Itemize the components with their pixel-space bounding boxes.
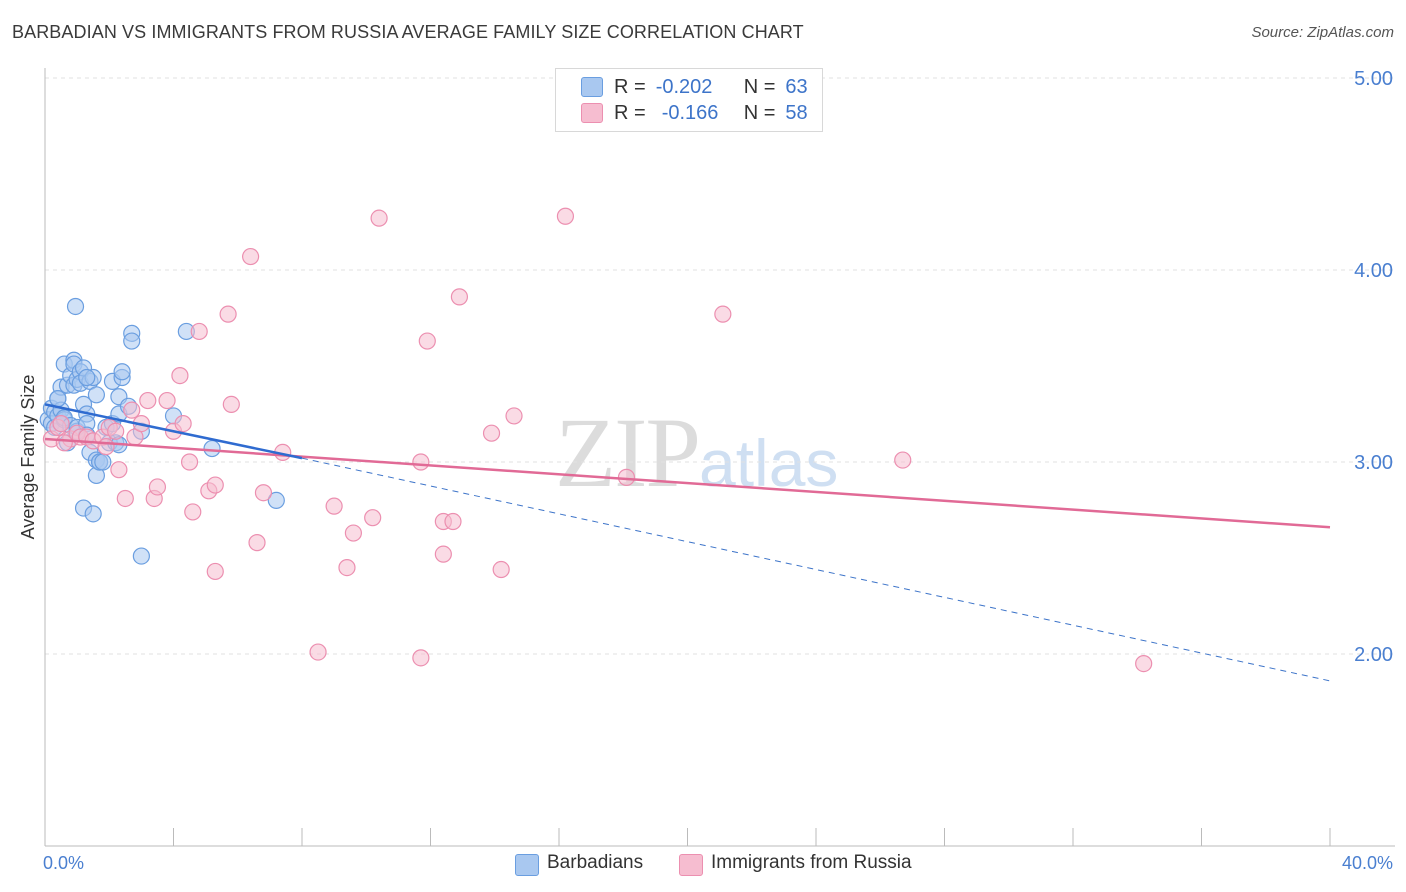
trend-lines (44, 403, 1331, 682)
y-tick-label: 4.00 (1354, 260, 1393, 282)
legend-r-value: -0.166 (661, 101, 719, 124)
legend-r-label: R = (614, 75, 646, 98)
data-point (206, 476, 224, 494)
data-point (482, 424, 501, 442)
trend-line-immigrants-from-russia (44, 437, 1331, 529)
data-point (248, 534, 266, 552)
data-point (309, 643, 327, 661)
legend-swatch-barbadians (515, 854, 539, 876)
data-point (78, 368, 96, 387)
y-tick-label: 5.00 (1354, 68, 1393, 90)
legend-label-immigrants-from-russia: Immigrants from Russia (711, 852, 912, 873)
data-point (158, 391, 176, 410)
data-point (450, 288, 469, 306)
data-point (87, 386, 106, 404)
data-point (412, 649, 430, 667)
data-point (338, 558, 356, 577)
data-point (894, 451, 912, 469)
legend-row-barbadians: R = -0.202 N = 63 (581, 74, 808, 100)
legend-r-label: R = (614, 101, 646, 124)
y-axis-label: Average Family Size (18, 375, 38, 540)
data-point (242, 247, 260, 266)
data-point (116, 489, 134, 508)
data-point (66, 297, 85, 316)
data-point (52, 415, 70, 433)
data-point (180, 453, 199, 471)
data-point (492, 560, 510, 579)
data-point (107, 422, 125, 440)
correlation-legend: R = -0.202 N = 63 R = -0.166 N = 58 (555, 68, 823, 132)
legend-label-barbadians: Barbadians (547, 852, 644, 873)
data-point (364, 509, 382, 527)
data-point (325, 497, 343, 515)
data-point (206, 562, 224, 581)
series-immigrants-from-russia (42, 207, 1153, 673)
legend-n-label: N = (743, 75, 776, 98)
data-point (55, 434, 73, 452)
data-point (267, 491, 285, 509)
data-point (203, 439, 221, 458)
data-point (113, 363, 131, 381)
data-point (139, 391, 157, 410)
data-point (505, 407, 523, 425)
y-tick-label: 3.00 (1354, 452, 1393, 474)
data-point (123, 401, 141, 419)
trend-line-barbadians (44, 403, 303, 460)
source-label: Source: ZipAtlas.com (1251, 24, 1394, 41)
legend-swatch-immigrants-from-russia (679, 854, 703, 876)
data-point (97, 438, 115, 456)
grid-lines (45, 77, 1395, 655)
data-point (171, 367, 189, 385)
data-point (444, 512, 462, 531)
data-point (370, 209, 388, 227)
data-point (84, 505, 102, 523)
data-point (556, 207, 575, 225)
x-tick-label: 0.0% (43, 853, 84, 873)
legend-n-value: 58 (785, 101, 808, 124)
x-tick-label: 40.0% (1342, 853, 1393, 873)
axis-labels: 2.00 3.00 4.00 5.00 0.0% 40.0% Average Family … (18, 68, 1393, 873)
data-point (434, 545, 452, 563)
legend-swatch-immigrants-from-russia (581, 103, 603, 123)
legend-r-value: -0.202 (655, 75, 713, 98)
data-point (714, 305, 732, 323)
axes (44, 68, 1395, 847)
watermark-zip: ZIP (555, 397, 701, 508)
data-point (344, 524, 362, 542)
data-point (132, 547, 150, 565)
data-point (94, 453, 112, 471)
data-point (190, 322, 208, 341)
legend-row-immigrants-from-russia: R = -0.166 N = 58 (581, 100, 808, 126)
data-point (418, 332, 436, 350)
data-point (254, 484, 273, 502)
legend-n-value: 63 (785, 75, 808, 98)
data-point (184, 503, 202, 521)
data-point (1135, 654, 1153, 673)
data-point (174, 415, 192, 433)
watermark: ZIPatlas (555, 395, 838, 510)
data-point (110, 461, 128, 479)
legend-swatch-barbadians (581, 77, 603, 97)
data-point (222, 395, 240, 413)
chart-title: BARBADIAN VS IMMIGRANTS FROM RUSSIA AVER… (12, 22, 804, 42)
data-point (148, 478, 167, 496)
data-point (412, 453, 430, 471)
data-point (123, 332, 141, 350)
y-tick-label: 2.00 (1354, 644, 1393, 666)
data-point (219, 305, 237, 323)
legend-n-label: N = (743, 101, 776, 124)
data-point (49, 390, 67, 408)
